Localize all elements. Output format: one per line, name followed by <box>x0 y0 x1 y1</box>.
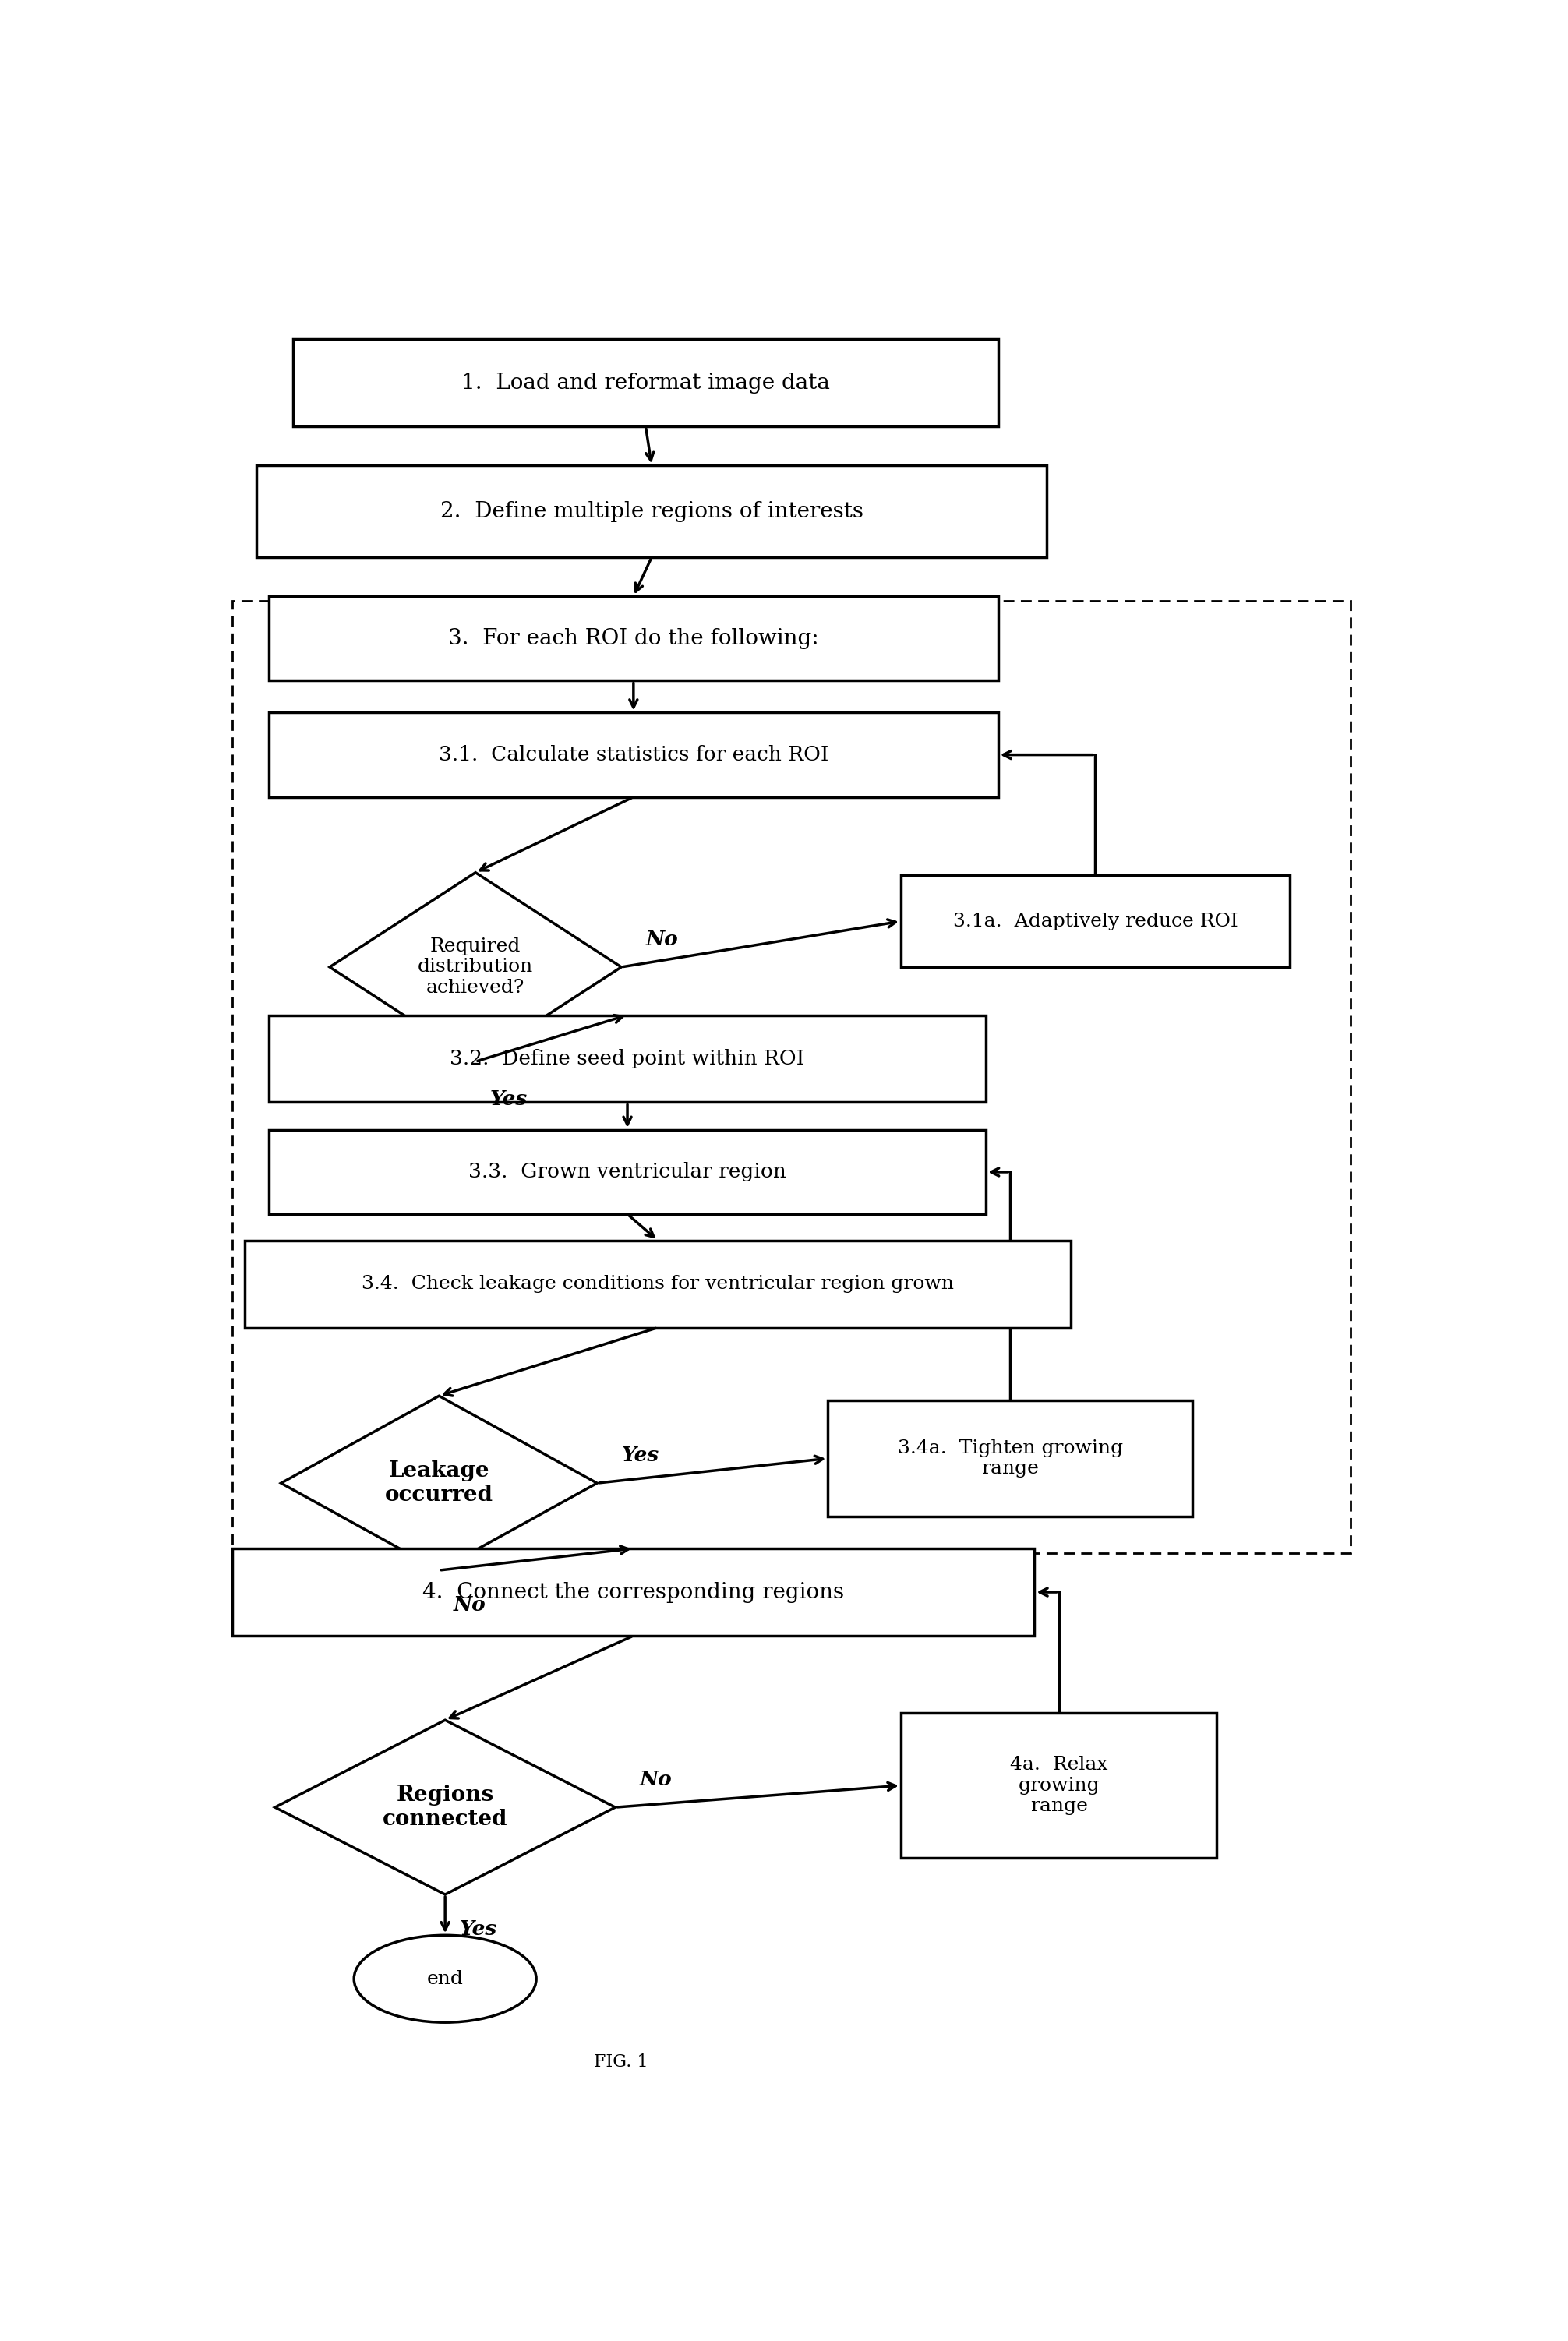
FancyBboxPatch shape <box>270 597 997 681</box>
FancyBboxPatch shape <box>270 1131 986 1215</box>
Text: Yes: Yes <box>621 1447 659 1465</box>
Text: 3.4.  Check leakage conditions for ventricular region grown: 3.4. Check leakage conditions for ventri… <box>362 1276 953 1292</box>
FancyBboxPatch shape <box>232 1547 1035 1636</box>
Text: 4.  Connect the corresponding regions: 4. Connect the corresponding regions <box>423 1583 844 1604</box>
Text: 3.4a.  Tighten growing
range: 3.4a. Tighten growing range <box>897 1440 1123 1477</box>
Text: 3.1.  Calculate statistics for each ROI: 3.1. Calculate statistics for each ROI <box>439 744 828 766</box>
Text: FIG. 1: FIG. 1 <box>594 2053 649 2069</box>
Text: Regions
connected: Regions connected <box>383 1784 508 1831</box>
FancyBboxPatch shape <box>270 1016 986 1103</box>
FancyBboxPatch shape <box>900 876 1289 967</box>
FancyBboxPatch shape <box>900 1714 1217 1859</box>
Polygon shape <box>274 1721 615 1894</box>
Ellipse shape <box>354 1936 536 2023</box>
FancyBboxPatch shape <box>828 1400 1192 1517</box>
Text: 1.  Load and reformat image data: 1. Load and reformat image data <box>461 372 829 393</box>
Text: 2.  Define multiple regions of interests: 2. Define multiple regions of interests <box>441 501 864 522</box>
Text: 3.3.  Grown ventricular region: 3.3. Grown ventricular region <box>469 1161 786 1182</box>
Text: 3.2.  Define seed point within ROI: 3.2. Define seed point within ROI <box>450 1049 804 1067</box>
Text: end: end <box>426 1969 464 1988</box>
Text: No: No <box>453 1597 486 1615</box>
Text: Required
distribution
achieved?: Required distribution achieved? <box>417 936 533 997</box>
Text: No: No <box>640 1770 673 1789</box>
Text: No: No <box>646 929 679 948</box>
Text: 4a.  Relax
growing
range: 4a. Relax growing range <box>1010 1756 1107 1814</box>
Text: Leakage
occurred: Leakage occurred <box>384 1461 494 1505</box>
FancyBboxPatch shape <box>293 339 997 426</box>
Polygon shape <box>329 873 621 1060</box>
FancyBboxPatch shape <box>257 466 1047 557</box>
Text: Yes: Yes <box>491 1089 528 1110</box>
Text: 3.1a.  Adaptively reduce ROI: 3.1a. Adaptively reduce ROI <box>953 913 1237 929</box>
FancyBboxPatch shape <box>245 1241 1071 1327</box>
Text: Yes: Yes <box>459 1920 497 1938</box>
FancyBboxPatch shape <box>270 712 997 796</box>
Text: 3.  For each ROI do the following:: 3. For each ROI do the following: <box>448 627 818 648</box>
Polygon shape <box>281 1395 597 1571</box>
